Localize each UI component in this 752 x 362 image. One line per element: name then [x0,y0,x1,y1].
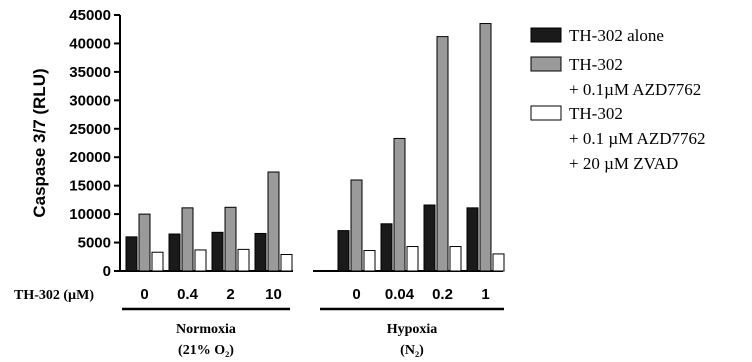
legend: TH-302 alone TH-302 + 0.1µM AZD7762 TH-302 +… [531,26,706,173]
category-label: 0 [352,286,360,303]
category-label: 2 [226,286,234,303]
bar-3 [281,255,292,271]
bar-2 [139,214,150,271]
category-label: 0.04 [385,286,415,303]
group-name-line1: Normoxia [176,322,236,337]
bar-1 [381,224,392,271]
bar-1 [126,237,137,271]
y-tick-label: 15000 [69,178,111,195]
bar-1 [338,231,349,271]
y-tick-label: 45000 [69,7,111,24]
legend-label-3: + 20 µM ZVAD [569,154,678,173]
bars [126,24,504,271]
y-tick-label: 0 [103,263,111,280]
bar-2 [437,37,448,271]
bar-3 [450,247,461,271]
bar-1 [424,205,435,271]
y-axis-label: Caspase 3/7 (RLU) [30,68,49,217]
x-axis-title: TH-302 (µM) [14,288,94,303]
y-tick-label: 35000 [69,64,111,81]
bar-2 [268,172,279,271]
bar-1 [212,232,223,271]
bar-3 [238,249,249,271]
y-tick-label: 10000 [69,206,111,223]
legend-label-3: + 0.1 µM AZD7762 [569,129,706,148]
legend-label-2: TH-302 [569,55,623,74]
y-tick-label: 5000 [78,235,111,252]
category-label: 1 [481,286,489,303]
group-name-line2: (21% O₂) [178,343,234,358]
bar-2 [225,207,236,271]
y-tick-label: 20000 [69,149,111,166]
group-name-line1: Hypoxia [387,322,438,337]
bar-3 [364,251,375,271]
bar-1 [255,233,266,271]
bar-1 [169,234,180,271]
bar-2 [394,138,405,271]
y-tick-label: 40000 [69,35,111,52]
bar-3 [152,252,163,271]
bar-1 [467,208,478,271]
bar-2 [351,180,362,271]
group-name-line2: (N₂) [400,343,424,358]
category-label: 10 [265,286,282,303]
bar-3 [407,247,418,271]
y-tick-label: 30000 [69,92,111,109]
legend-swatch-3 [531,106,561,120]
legend-label-3: TH-302 [569,104,623,123]
legend-swatch-2 [531,57,561,71]
bar-3 [493,254,504,271]
bar-3 [195,250,206,271]
legend-swatch-1 [531,28,561,42]
legend-label-1: TH-302 alone [569,26,664,45]
bar-2 [480,24,491,271]
category-label: 0.4 [177,286,199,303]
legend-label-2: + 0.1µM AZD7762 [569,80,701,99]
category-label: 0 [140,286,148,303]
category-label: 0.2 [432,286,453,303]
bar-2 [182,208,193,271]
y-tick-label: 25000 [69,121,111,138]
